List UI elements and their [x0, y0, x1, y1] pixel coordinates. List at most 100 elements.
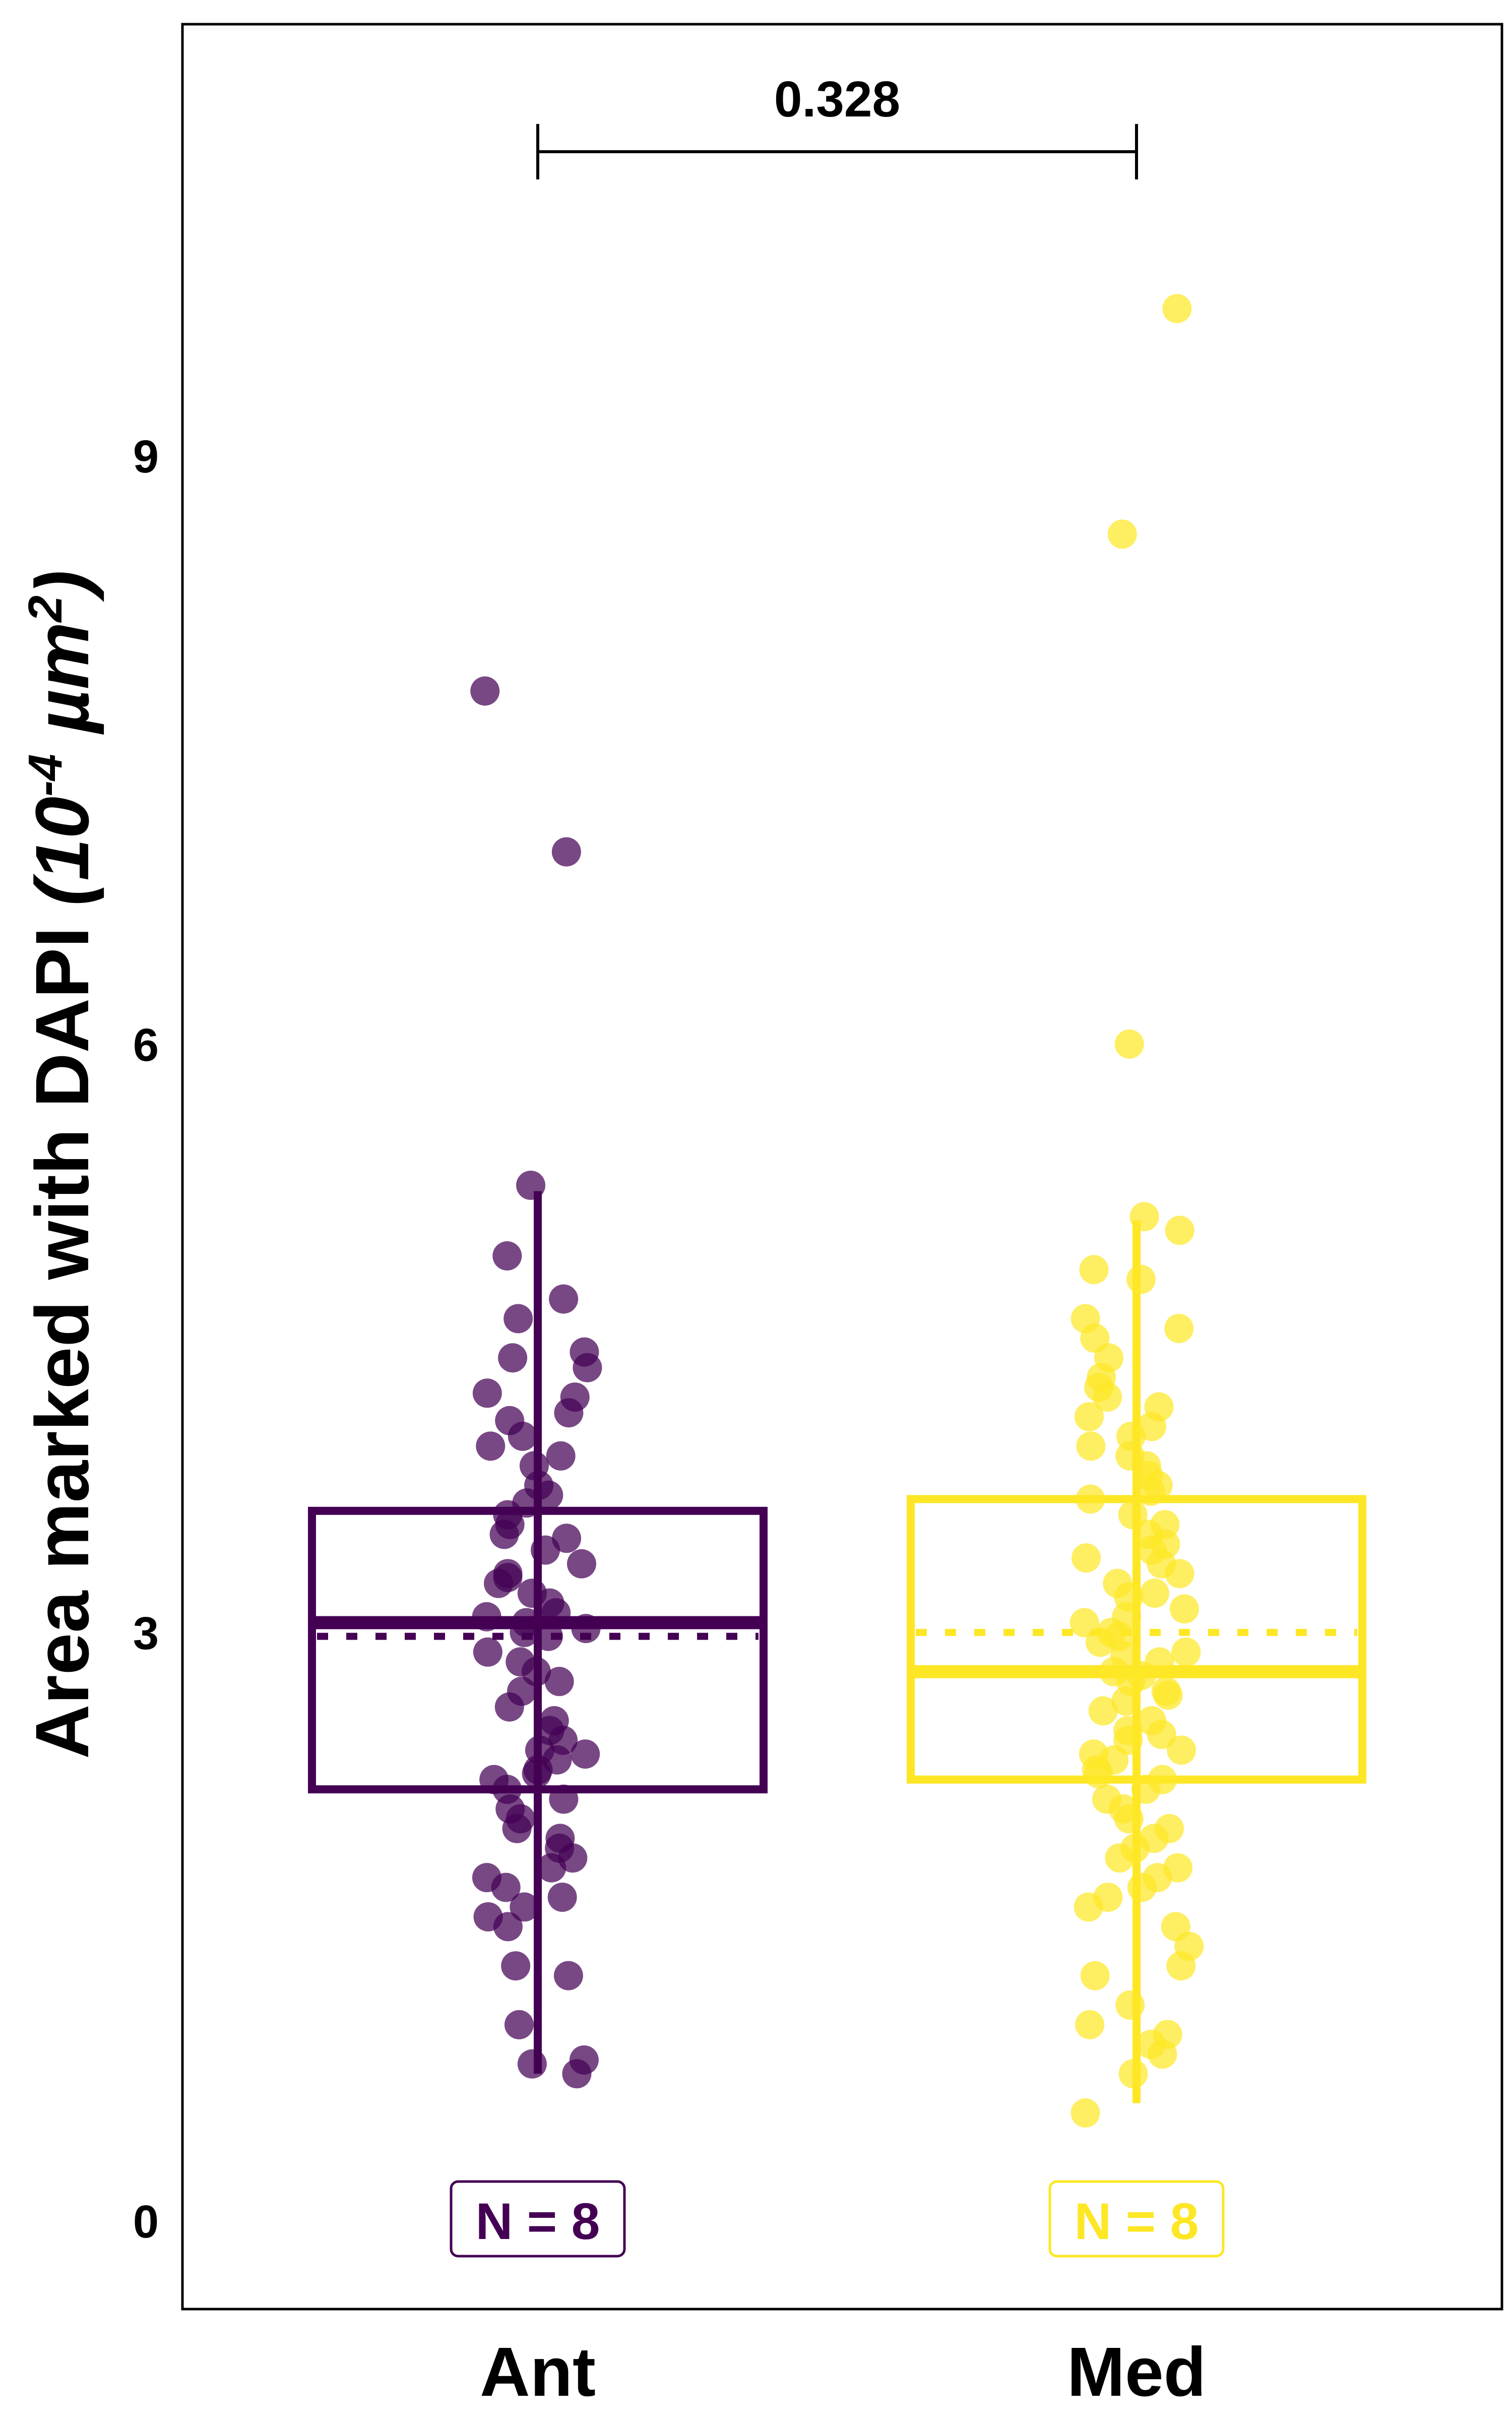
data-point: [549, 1284, 579, 1314]
data-point: [562, 2059, 592, 2089]
data-point: [571, 1614, 601, 1644]
data-point: [546, 1441, 576, 1471]
data-point: [1118, 1500, 1148, 1530]
data-point: [1162, 294, 1192, 324]
data-point: [1165, 1216, 1194, 1245]
data-point: [1074, 1892, 1103, 1922]
data-point: [1114, 1029, 1144, 1059]
data-point: [1126, 1264, 1156, 1294]
data-point: [1105, 1843, 1135, 1873]
data-point: [1107, 519, 1137, 549]
y-axis-title-exp2: 2: [19, 595, 72, 623]
data-point: [472, 1602, 501, 1631]
data-point: [571, 1739, 600, 1769]
data-point: [1076, 1484, 1105, 1514]
data-point: [1085, 1627, 1115, 1657]
data-point: [1136, 1476, 1165, 1506]
data-point: [537, 1853, 566, 1883]
x-tick-label: Ant: [480, 2333, 596, 2411]
data-point: [1140, 1579, 1169, 1608]
n-label-box: [1048, 2180, 1225, 2258]
y-axis-title-exp1: -4: [19, 754, 72, 796]
data-point: [1169, 1594, 1199, 1624]
groups: N = 8 N = 8: [308, 294, 1366, 2258]
data-point: [501, 1951, 531, 1981]
data-point: [1167, 1735, 1196, 1765]
plot-panel-border: [181, 23, 1503, 2311]
n-label: N = 8: [1075, 2193, 1199, 2250]
data-point: [549, 1784, 579, 1814]
data-point: [517, 2049, 547, 2079]
data-point: [1070, 2098, 1100, 2128]
data-point: [508, 1421, 537, 1451]
p-value-label: 0.328: [774, 71, 900, 128]
data-point: [1075, 2010, 1105, 2039]
data-point: [534, 1621, 563, 1651]
data-point: [1088, 1696, 1118, 1726]
data-point: [1080, 1961, 1110, 1990]
data-point: [1069, 1608, 1099, 1638]
data-point: [1076, 1431, 1106, 1461]
data-point: [1111, 1686, 1141, 1716]
data-point: [510, 1617, 539, 1647]
data-point: [1074, 1402, 1104, 1431]
data-point: [1072, 1543, 1101, 1573]
data-point: [1114, 1804, 1144, 1834]
data-point: [1147, 1720, 1176, 1749]
data-point: [566, 1549, 596, 1579]
data-point: [1129, 1202, 1159, 1232]
data-point: [1166, 1951, 1196, 1981]
data-point: [516, 1170, 546, 1200]
data-point: [1084, 1759, 1113, 1788]
x-tick-label: Med: [1067, 2333, 1206, 2411]
y-tick-label: 0: [133, 2196, 159, 2248]
data-point: [498, 1343, 528, 1373]
n-label-box: [450, 2180, 626, 2258]
data-point: [1118, 2059, 1148, 2089]
data-point: [554, 1398, 584, 1428]
data-point: [493, 1912, 523, 1942]
data-point: [553, 1961, 583, 1990]
y-tick-label: 9: [133, 431, 159, 482]
y-axis-title-unit-open: (10: [20, 797, 104, 906]
data-point: [502, 1813, 532, 1843]
data-point: [1079, 1255, 1109, 1285]
data-point: [472, 1378, 502, 1408]
data-point: [551, 837, 581, 867]
data-point: [504, 2010, 534, 2039]
data-point: [470, 676, 500, 706]
data-point: [484, 1568, 514, 1598]
data-point: [491, 1872, 521, 1902]
data-point: [1165, 1559, 1194, 1589]
y-tick-label: 3: [133, 1608, 159, 1659]
data-point: [1115, 1990, 1145, 2020]
group-med: N = 8: [907, 294, 1366, 2258]
data-point: [489, 1520, 519, 1549]
data-point: [510, 1892, 539, 1922]
data-point: [492, 1241, 522, 1271]
y-tick-label: 6: [133, 1019, 159, 1071]
data-point: [1153, 1680, 1183, 1710]
data-point: [544, 1667, 574, 1697]
data-point: [1148, 2039, 1177, 2069]
y-axis-title-unit-mid: µm: [20, 622, 104, 754]
data-point: [541, 1598, 571, 1628]
data-point: [547, 1883, 577, 1912]
data-point: [1093, 1382, 1122, 1412]
n-label: N = 8: [476, 2193, 600, 2250]
x-axis: Ant Med: [480, 2333, 1206, 2411]
data-point: [1164, 1313, 1194, 1343]
y-axis-title-main: Area marked with DAPI: [20, 906, 104, 1759]
data-point: [473, 1637, 502, 1667]
data-point: [1127, 1872, 1157, 1902]
data-point: [476, 1431, 506, 1461]
significance-bracket: 0.328: [536, 71, 1138, 179]
data-point: [494, 1692, 524, 1722]
y-axis: 0 3 6 9: [133, 431, 159, 2248]
data-point: [522, 1759, 551, 1788]
data-point: [1171, 1637, 1201, 1667]
data-point: [503, 1304, 533, 1334]
y-axis-title: Area marked with DAPI (10-4 µm2): [19, 570, 104, 1759]
data-point: [531, 1535, 560, 1565]
